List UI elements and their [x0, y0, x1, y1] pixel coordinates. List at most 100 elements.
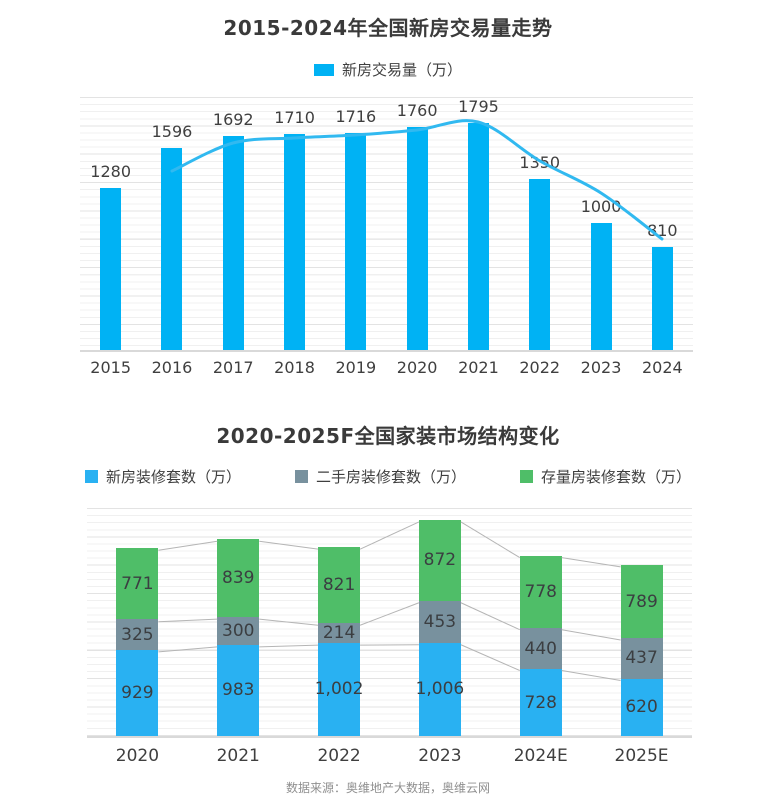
bar-value-label: 810: [647, 221, 678, 240]
bar-2021: [467, 123, 489, 350]
segment-value-label: 1,002: [314, 679, 364, 700]
segment-value-label: 821: [322, 575, 356, 596]
segment-value-label: 620: [625, 697, 658, 718]
segment-existing: 821: [318, 547, 361, 624]
bar-2019: [345, 133, 367, 350]
bar-value-label: 1692: [212, 110, 254, 129]
segment-value-label: 778: [524, 582, 557, 603]
x-axis-label: 2021: [216, 746, 260, 766]
segment-existing: 778: [519, 556, 562, 629]
segment-new-home: 728: [519, 668, 562, 737]
x-axis-label: 2022: [317, 746, 361, 766]
bar-value-label: 1716: [335, 107, 377, 126]
segment-value-label: 929: [121, 682, 154, 703]
x-axis-label: 2020: [115, 746, 160, 766]
x-axis-label: 2017: [212, 358, 254, 377]
segment-value-label: 771: [121, 573, 154, 594]
segment-new-home: 620: [620, 678, 663, 737]
bar-2017: [222, 136, 244, 350]
segment-value-label: 300: [222, 620, 255, 641]
legend-item-new-home-renovation: 新房装修套数（万）: [84, 466, 241, 487]
x-axis-label: 2022: [519, 358, 561, 377]
stacked-bar-2023: 872 453 1,006: [416, 520, 464, 737]
segment-value-label: 983: [222, 680, 255, 701]
segment-value-label: 214: [322, 623, 356, 643]
segment-value-label: 728: [524, 692, 557, 713]
bar-value-label: 1280: [90, 162, 131, 181]
segment-secondhand: 300: [217, 616, 260, 645]
bar-2015: [100, 188, 122, 350]
x-axis-label: 2024E: [513, 746, 568, 766]
x-axis-label: 2018: [274, 358, 315, 377]
chart2-plot-area: 771 325 929 839 300 983 821 214 1,002 872 453 1,006…: [87, 508, 692, 738]
segment-secondhand: 214: [318, 623, 361, 643]
legend-swatch-icon: [313, 63, 334, 76]
legend-swatch-icon: [520, 470, 533, 483]
segment-existing: 872: [418, 520, 461, 601]
x-axis-label: 2015: [90, 358, 131, 377]
x-axis-label: 2023: [418, 746, 462, 766]
chart2-legend: 新房装修套数（万） 二手房装修套数（万） 存量房装修套数（万）: [0, 466, 776, 487]
stacked-bar-2020: 771 325 929: [116, 548, 159, 736]
segment-new-home: 1,002: [315, 642, 363, 736]
bar-2023: [590, 223, 612, 350]
bar-value-label: 1795: [458, 97, 499, 116]
bar-2018: [284, 134, 306, 350]
x-axis-label: 2023: [580, 358, 622, 377]
stacked-bar-2024E: 778 440 728: [519, 556, 562, 737]
segment-existing: 771: [116, 548, 159, 620]
segment-existing: 839: [217, 539, 260, 617]
segment-value-label: 872: [423, 550, 457, 571]
legend-label: 存量房装修套数（万）: [541, 468, 692, 486]
segment-secondhand: 453: [418, 600, 461, 643]
x-axis-label: 2021: [458, 358, 499, 377]
segment-value-label: 440: [524, 638, 557, 659]
chart2-title: 2020-2025F全国家装市场结构变化: [216, 424, 560, 448]
legend-item-secondhand-home-renovation: 二手房装修套数（万）: [294, 466, 466, 487]
bar-2024: [651, 247, 673, 350]
bar-2022: [529, 179, 551, 350]
segment-secondhand: 440: [519, 628, 562, 669]
segment-existing: 789: [620, 565, 663, 639]
data-source-note: 数据来源：奥维地产大数据，奥维云网: [285, 781, 490, 795]
legend-swatch-icon: [294, 470, 308, 483]
chart1-legend: 新房交易量（万）: [0, 59, 776, 80]
x-axis-label: 2016: [151, 358, 193, 377]
x-axis-label: 2019: [335, 358, 377, 377]
x-axis-label: 2025E: [614, 746, 669, 766]
legend-label: 二手房装修套数（万）: [315, 468, 466, 486]
stacked-bar-2025E: 789 437 620: [620, 565, 663, 737]
legend-swatch-icon: [84, 470, 98, 483]
chart1-x-axis-labels: 2015 2016 2017 2018 2019 2020 2021 2022 2023 2024: [80, 358, 693, 377]
segment-value-label: 1,006: [415, 679, 465, 700]
segment-secondhand: 437: [620, 638, 663, 679]
legend-label: 新房装修套数（万）: [105, 468, 241, 486]
bar-value-label: 1596: [151, 122, 193, 141]
chart1-plot-area: 1280 1596 1692 1710 1716 1760 1795 1350 1000 810: [80, 97, 693, 352]
segment-new-home: 983: [217, 644, 260, 736]
bar-value-label: 1760: [396, 101, 438, 120]
trend-line-overlay: [170, 119, 664, 241]
chart1-title: 2015-2024年全国新房交易量走势: [223, 16, 553, 40]
segment-value-label: 437: [625, 648, 658, 669]
legend-item-new-home-transactions: 新房交易量（万）: [313, 59, 462, 80]
bar-value-label: 1710: [274, 108, 315, 127]
segment-value-label: 325: [121, 624, 154, 645]
bar-2020: [406, 127, 428, 350]
segment-value-label: 453: [423, 611, 457, 632]
x-axis-label: 2020: [396, 358, 438, 377]
segment-new-home: 929: [116, 649, 159, 736]
x-axis-label: 2024: [641, 358, 683, 377]
bar-2016: [161, 148, 183, 350]
segment-value-label: 839: [222, 567, 255, 588]
segment-value-label: 789: [625, 591, 658, 612]
stacked-bar-2021: 839 300 983: [217, 539, 260, 736]
series-connector-lines: [158, 521, 621, 682]
stacked-bar-2022: 821 214 1,002: [315, 547, 363, 736]
legend-item-existing-home-renovation: 存量房装修套数（万）: [520, 466, 691, 487]
segment-new-home: 1,006: [416, 642, 464, 737]
segment-secondhand: 325: [116, 619, 159, 650]
legend-label: 新房交易量（万）: [341, 61, 462, 79]
chart2-x-axis-labels: 2020 2021 2022 2023 2024E 2025E: [87, 746, 692, 766]
